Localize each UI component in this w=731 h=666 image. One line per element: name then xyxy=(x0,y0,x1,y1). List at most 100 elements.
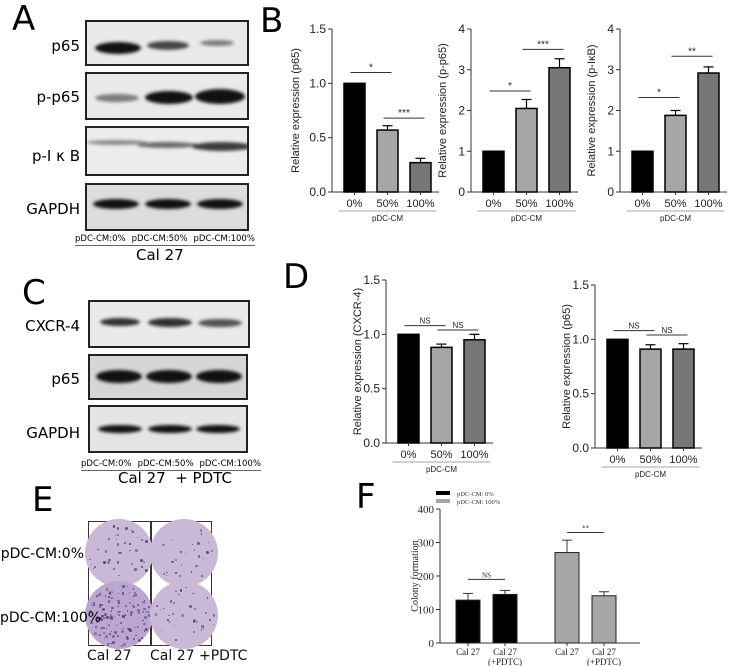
svg-text:1: 1 xyxy=(458,144,465,158)
svg-text:Colony formation: Colony formation xyxy=(410,540,421,611)
svg-text:pDC-CM: pDC-CM xyxy=(426,465,457,474)
western-blot-p65 xyxy=(85,20,249,66)
svg-text:1.0: 1.0 xyxy=(363,327,380,341)
blot-label: p-p65 xyxy=(36,88,80,106)
svg-text:0%: 0% xyxy=(610,454,626,466)
panel-letter-a: A xyxy=(12,0,36,39)
svg-text:3: 3 xyxy=(607,63,614,77)
colony-plate xyxy=(150,519,218,587)
panel-letter-f: F xyxy=(356,477,376,517)
lane-labels: pDC-CM:0% pDC-CM:50% pDC-CM:100% xyxy=(75,234,255,246)
svg-text:1.0: 1.0 xyxy=(572,332,589,346)
svg-text:0%: 0% xyxy=(347,198,363,210)
colony-plate xyxy=(150,581,218,649)
lane-label: pDC-CM:0% xyxy=(81,459,132,469)
blot-label: p65 xyxy=(51,37,80,55)
chart-b3: 0 1 2 3 4 Relative expression (p-IκB) 0% 50% 100… xyxy=(586,22,727,223)
svg-text:200: 200 xyxy=(418,571,435,583)
colony-plate-grid xyxy=(85,519,218,649)
svg-text:pDC-CM: pDC-CM xyxy=(635,470,666,479)
svg-text:**: ** xyxy=(688,46,696,57)
svg-text:Cal 27: Cal 27 xyxy=(592,647,616,657)
western-blot-gapdh-pdtc xyxy=(88,405,248,453)
svg-text:pDC-CM: pDC-CM xyxy=(660,214,691,223)
svg-text:pDC-CM: 0%: pDC-CM: 0% xyxy=(457,491,494,498)
western-blot-p65-pdtc xyxy=(88,354,248,400)
svg-text:Cal 27: Cal 27 xyxy=(555,647,579,657)
svg-text:1.5: 1.5 xyxy=(363,273,380,287)
lane-label: pDC-CM:50% xyxy=(131,234,188,244)
chart-f: 0 100 200 300 400 Colony formation pDC-CM: 0%p… xyxy=(410,491,640,666)
svg-text:100%: 100% xyxy=(669,454,697,466)
svg-text:1.5: 1.5 xyxy=(309,22,326,36)
chart-d2: 0.0 0.5 1.0 1.5 Relative expression (p65) 0% 5… xyxy=(561,278,702,479)
blot-label: p-I κ B xyxy=(31,147,80,165)
panel-letter-e: E xyxy=(32,480,54,520)
lane-label: pDC-CM:100% xyxy=(199,459,261,469)
row-label: pDC-CM:0% xyxy=(0,546,84,562)
svg-text:Cal 27: Cal 27 xyxy=(493,647,517,657)
svg-text:50%: 50% xyxy=(515,198,537,210)
svg-text:50%: 50% xyxy=(664,198,686,210)
svg-text:0.5: 0.5 xyxy=(572,387,589,401)
svg-text:***: *** xyxy=(398,108,410,119)
svg-text:0.0: 0.0 xyxy=(572,441,589,455)
svg-text:0.5: 0.5 xyxy=(309,131,326,145)
svg-text:**: ** xyxy=(582,524,590,532)
svg-text:4: 4 xyxy=(607,22,614,36)
western-blot-gapdh xyxy=(85,183,249,231)
svg-text:NS: NS xyxy=(482,571,491,579)
panel-letter-b: B xyxy=(260,1,284,41)
chart-b2: 0 1 2 3 4 Relative expression (p-p65) 0% 50% 100… xyxy=(437,22,578,223)
svg-text:*: * xyxy=(508,81,512,92)
svg-text:2: 2 xyxy=(458,104,465,118)
svg-text:Relative expression (CXCR-4): Relative expression (CXCR-4) xyxy=(352,288,364,435)
svg-text:100%: 100% xyxy=(694,198,722,210)
svg-text:0.5: 0.5 xyxy=(363,382,380,396)
svg-text:***: *** xyxy=(537,39,549,50)
lane-labels: pDC-CM:0% pDC-CM:50% pDC-CM:100% xyxy=(81,459,261,471)
col-label: Cal 27 +PDTC xyxy=(150,648,248,664)
svg-text:0: 0 xyxy=(458,185,465,199)
svg-text:100%: 100% xyxy=(545,198,573,210)
svg-text:100: 100 xyxy=(418,605,435,617)
col-label: Cal 27 xyxy=(87,648,132,664)
svg-text:1: 1 xyxy=(607,144,614,158)
svg-text:1.0: 1.0 xyxy=(309,76,326,90)
svg-text:3: 3 xyxy=(458,63,465,77)
svg-text:0: 0 xyxy=(429,638,435,650)
colony-plate xyxy=(85,581,153,649)
blot-label: p65 xyxy=(51,370,80,388)
svg-text:50%: 50% xyxy=(430,449,452,461)
svg-text:0.0: 0.0 xyxy=(363,436,380,450)
blot-label: GAPDH xyxy=(26,200,80,218)
cell-line-label: Cal 27 + PDTC xyxy=(118,469,232,487)
svg-text:Relative expression (p65): Relative expression (p65) xyxy=(561,304,573,429)
svg-text:100%: 100% xyxy=(406,198,434,210)
svg-text:Relative expression (p-IκB): Relative expression (p-IκB) xyxy=(586,44,598,176)
svg-text:NS: NS xyxy=(628,322,639,331)
svg-text:pDC-CM: 100%: pDC-CM: 100% xyxy=(457,499,501,506)
lane-label: pDC-CM:100% xyxy=(193,234,255,244)
svg-text:Relative expression (p-p65): Relative expression (p-p65) xyxy=(437,43,449,178)
blot-label: GAPDH xyxy=(26,424,80,442)
svg-text:50%: 50% xyxy=(376,198,398,210)
western-blot-p-ikb xyxy=(85,126,249,176)
blot-label: CXCR-4 xyxy=(25,317,80,335)
svg-text:50%: 50% xyxy=(639,454,661,466)
cell-line-label: Cal 27 xyxy=(136,246,184,264)
svg-text:100%: 100% xyxy=(460,449,488,461)
svg-text:1.5: 1.5 xyxy=(572,278,589,292)
panel-letter-d: D xyxy=(283,257,310,297)
svg-text:400: 400 xyxy=(418,504,435,516)
svg-text:NS: NS xyxy=(452,321,463,330)
svg-text:0%: 0% xyxy=(635,198,651,210)
chart-b1: 0.0 0.5 1.0 1.5 Relative expression (p65) 0% 5… xyxy=(290,22,439,223)
panel-letter-c: C xyxy=(22,273,46,313)
svg-text:pDC-CM: pDC-CM xyxy=(372,214,403,223)
svg-text:300: 300 xyxy=(418,538,435,550)
svg-text:pDC-CM: pDC-CM xyxy=(511,214,542,223)
svg-text:0: 0 xyxy=(607,185,614,199)
svg-text:*: * xyxy=(657,87,661,98)
